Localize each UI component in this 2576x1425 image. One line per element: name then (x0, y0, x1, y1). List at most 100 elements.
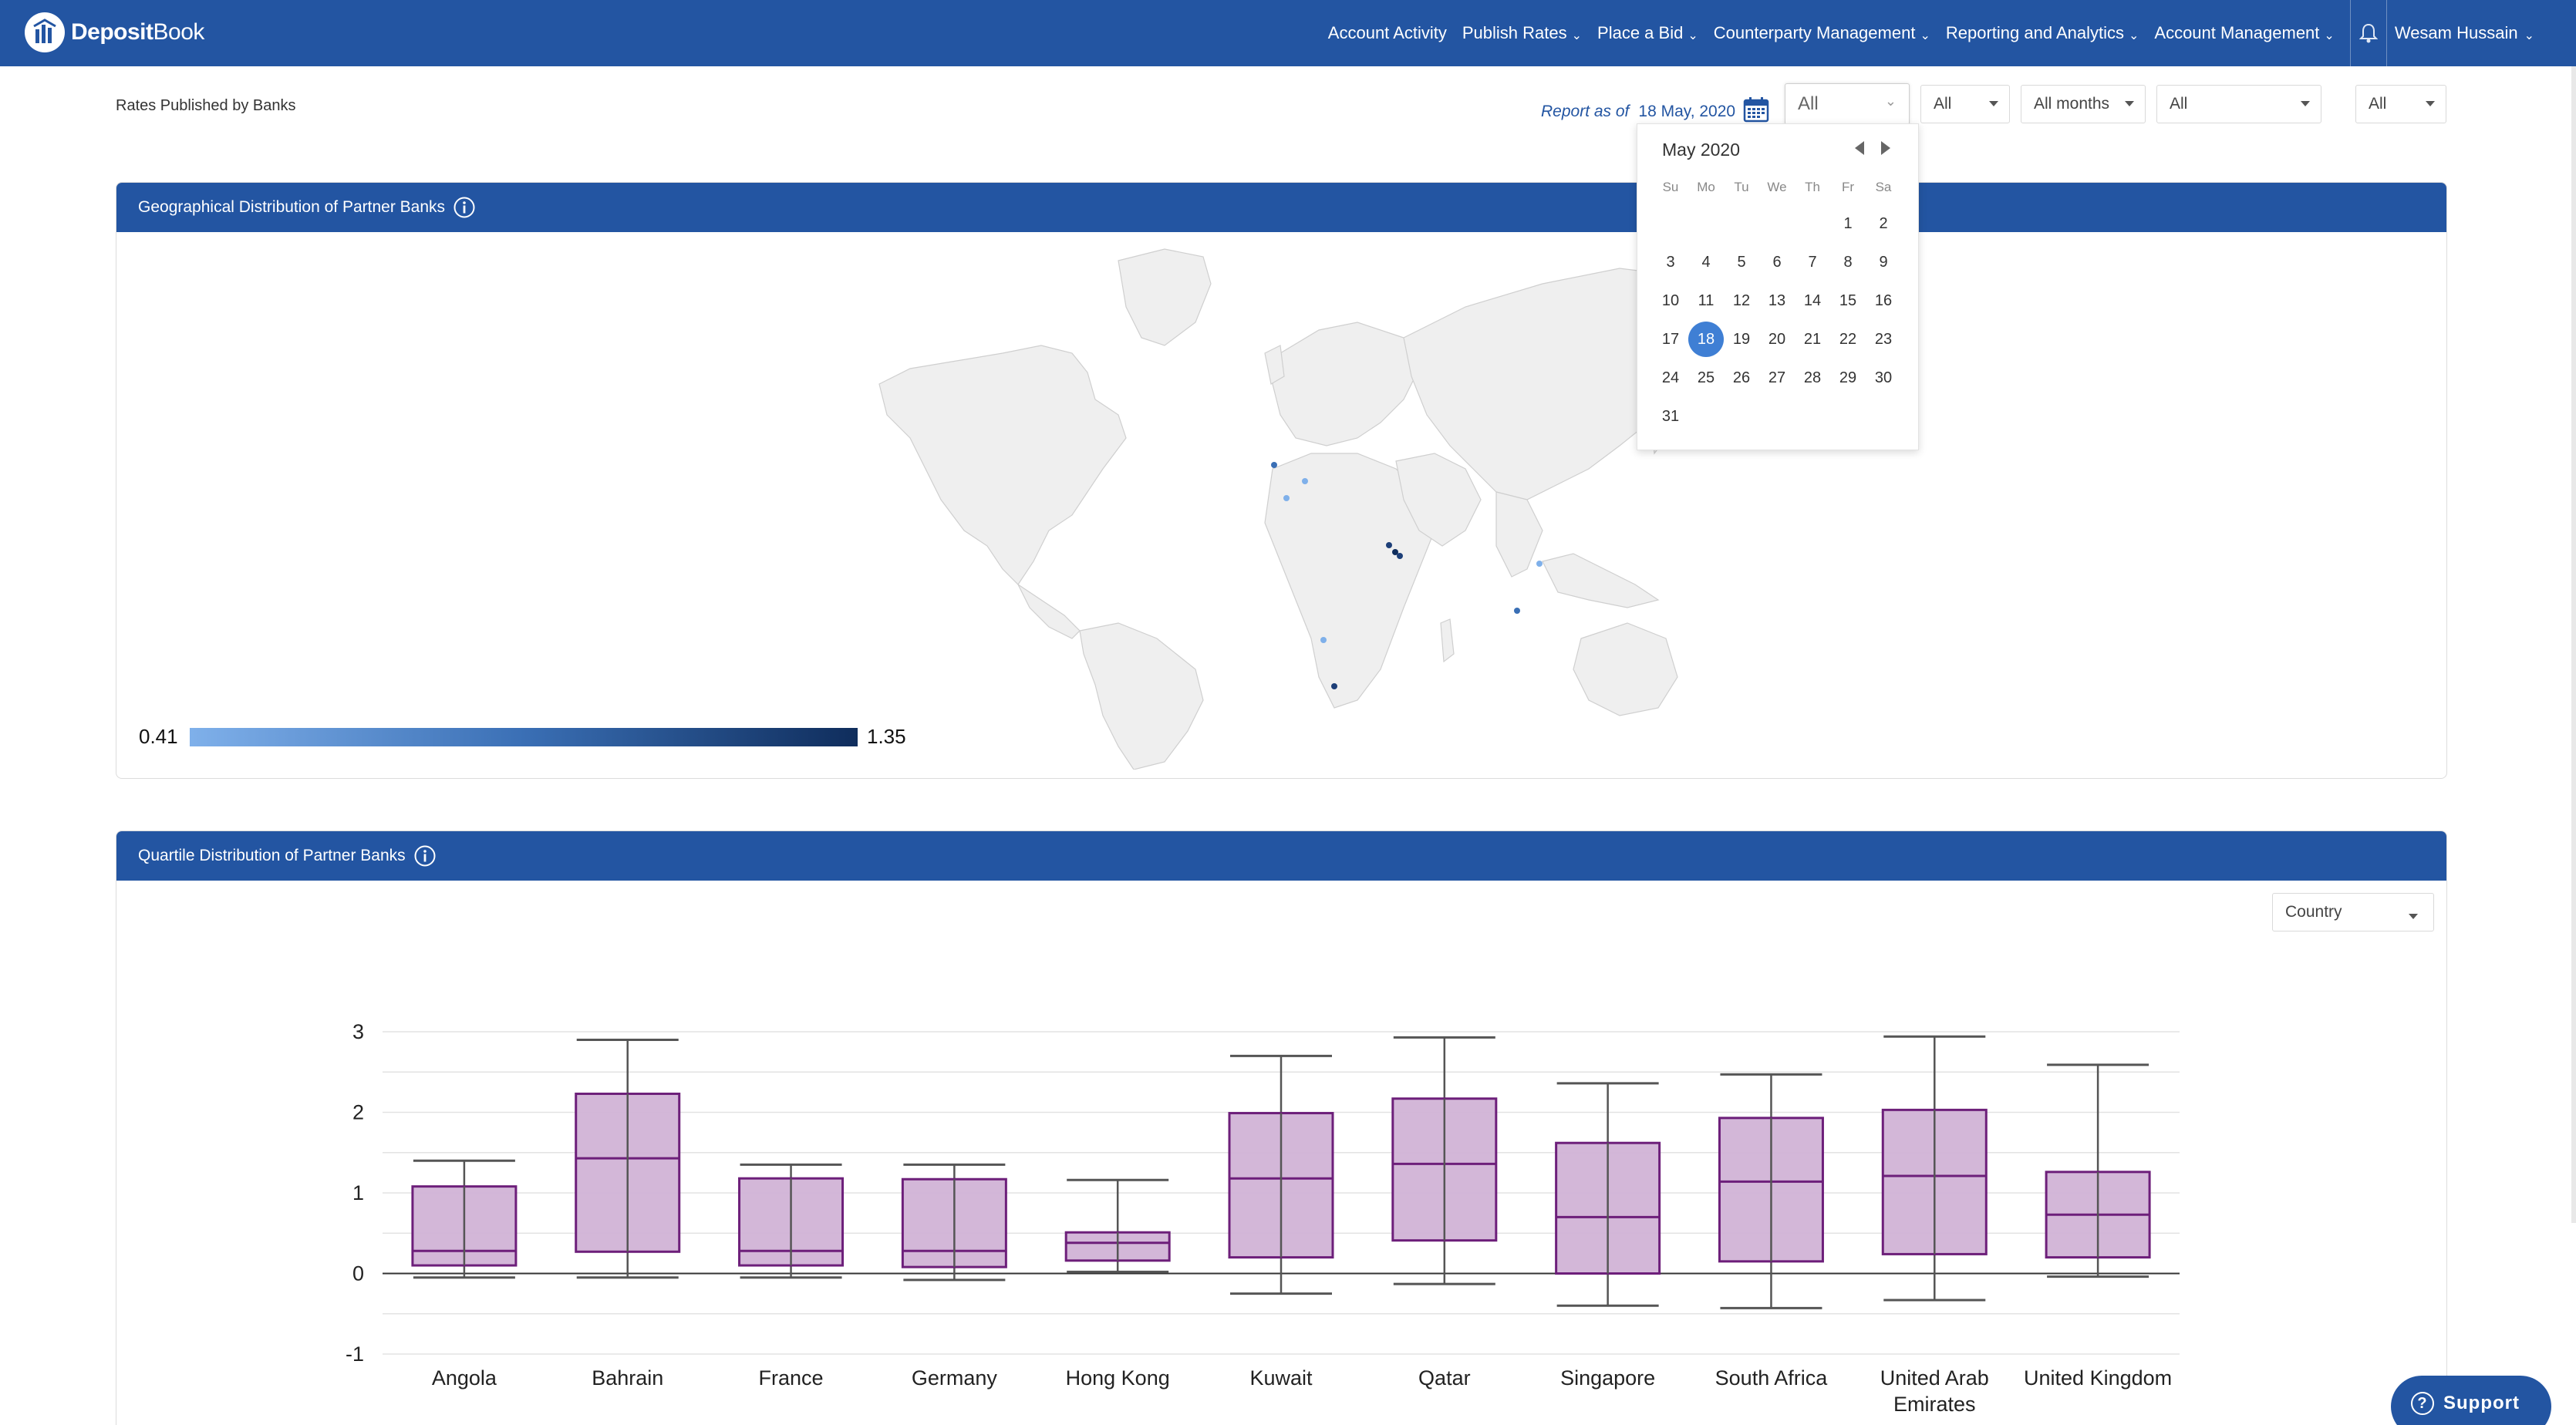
calendar-day[interactable]: 5 (1737, 254, 1746, 271)
report-date-value[interactable]: 18 May, 2020 (1638, 103, 1736, 120)
nav-account-activity[interactable]: Account Activity (1327, 23, 1447, 42)
next-month-icon[interactable] (1881, 141, 1890, 155)
caret-down-icon (1989, 101, 1998, 106)
calendar-day[interactable]: 26 (1732, 369, 1751, 386)
calendar-day[interactable]: 9 (1879, 254, 1888, 271)
top-nav-bar: DepositBook Account Activity Publish Rat… (0, 0, 2576, 66)
map-marker[interactable] (1392, 549, 1398, 555)
geo-panel-title: Geographical Distribution of Partner Ban… (138, 198, 446, 216)
filter-select-months[interactable]: All months (2021, 85, 2146, 123)
nav-counterparty-management[interactable]: Counterparty Management ⌄ (1713, 23, 1930, 42)
filter-select-4-value: All (2170, 95, 2188, 113)
calendar-day[interactable]: 1 (1843, 215, 1853, 232)
x-tick-label: Angola (432, 1366, 497, 1390)
color-scale-legend (190, 728, 858, 746)
calendar-day[interactable]: 27 (1768, 369, 1786, 386)
map-marker[interactable] (1320, 637, 1327, 643)
filter-select-2[interactable]: All (1920, 85, 2010, 123)
caret-down-icon (2426, 101, 2435, 106)
calendar-day[interactable]: 23 (1874, 331, 1893, 348)
calendar-day[interactable]: 21 (1803, 331, 1822, 348)
map-land (878, 248, 1681, 770)
calendar-dow: Th (1805, 180, 1820, 194)
y-tick-label: 0 (352, 1262, 364, 1285)
filter-select-1[interactable]: All ⌄ (1785, 83, 1910, 125)
info-icon[interactable] (413, 844, 437, 867)
calendar-day[interactable]: 6 (1772, 254, 1782, 271)
x-tick-label: Germany (912, 1366, 998, 1390)
calendar-day[interactable]: 19 (1732, 331, 1751, 348)
calendar-day[interactable]: 29 (1839, 369, 1857, 386)
chevron-down-icon: ⌄ (2324, 29, 2335, 42)
x-tick-label: France (759, 1366, 824, 1390)
chevron-down-icon: ⌄ (1920, 29, 1930, 42)
nav-place-a-bid[interactable]: Place a Bid ⌄ (1597, 23, 1698, 42)
user-menu[interactable]: Wesam Hussain ⌄ (2394, 23, 2534, 42)
filter-select-1-value: All (1798, 93, 1819, 114)
filter-select-5[interactable]: All (2355, 85, 2446, 123)
brand-logo[interactable]: DepositBook (25, 9, 204, 56)
filter-select-4[interactable]: All (2156, 85, 2321, 123)
calendar-day[interactable]: 4 (1701, 254, 1711, 271)
group-by-select[interactable]: Country (2272, 893, 2434, 931)
calendar-day[interactable]: 10 (1661, 292, 1680, 309)
x-tick-label: Singapore (1560, 1366, 1655, 1390)
calendar-day[interactable]: 7 (1808, 254, 1817, 271)
chevron-down-icon: ⌄ (2128, 29, 2139, 42)
world-map[interactable] (864, 238, 1681, 770)
notifications-bell-icon[interactable] (2349, 0, 2387, 66)
calendar-day[interactable]: 25 (1697, 369, 1715, 386)
page-title: Rates Published by Banks (116, 97, 296, 114)
calendar-day[interactable]: 17 (1661, 331, 1680, 348)
map-marker[interactable] (1302, 478, 1308, 484)
calendar-day[interactable]: 2 (1879, 215, 1888, 232)
calendar-day[interactable]: 20 (1768, 331, 1786, 348)
calendar-day[interactable]: 30 (1874, 369, 1893, 386)
calendar-icon[interactable] (1743, 96, 1769, 127)
calendar-day[interactable]: 16 (1874, 292, 1893, 309)
nav-publish-rates[interactable]: Publish Rates ⌄ (1462, 23, 1583, 42)
y-tick-label: 3 (352, 1020, 364, 1043)
map-marker[interactable] (1331, 683, 1337, 689)
geo-distribution-panel: Geographical Distribution of Partner Ban… (116, 182, 2447, 779)
chevron-down-icon: ⌄ (1688, 29, 1698, 42)
nav-account-management[interactable]: Account Management ⌄ (2154, 23, 2335, 42)
calendar-day-selected[interactable]: 18 (1688, 322, 1724, 357)
y-tick-label: 2 (352, 1101, 364, 1124)
map-marker[interactable] (1283, 495, 1290, 501)
support-label: Support (2443, 1393, 2520, 1413)
report-date-control[interactable]: Report as of 18 May, 2020 (1541, 96, 1769, 127)
calendar-dow: Fr (1841, 180, 1855, 194)
support-button[interactable]: ? Support (2391, 1376, 2551, 1425)
x-tick-label: Bahrain (592, 1366, 663, 1390)
calendar-day[interactable]: 22 (1839, 331, 1857, 348)
calendar-day[interactable]: 12 (1732, 292, 1751, 309)
filter-select-5-value: All (2369, 95, 2387, 113)
map-marker[interactable] (1397, 553, 1403, 559)
x-tick-label: United Kingdom (2024, 1366, 2172, 1390)
info-icon[interactable] (453, 196, 476, 219)
calendar-day[interactable]: 13 (1768, 292, 1786, 309)
quartile-boxplot-chart: 3 2 1 0 -1 Angola Bahrain France Germany Hong Kon… (346, 1020, 2180, 1416)
calendar-day[interactable]: 8 (1843, 254, 1853, 271)
legend-max-value: 1.35 (867, 725, 906, 748)
calendar-day[interactable]: 14 (1803, 292, 1822, 309)
map-marker[interactable] (1536, 561, 1543, 567)
calendar-day[interactable]: 31 (1661, 408, 1680, 425)
prev-month-icon[interactable] (1855, 141, 1864, 155)
quartile-panel-header: Quartile Distribution of Partner Banks (116, 831, 2446, 881)
calendar-day[interactable]: 3 (1666, 254, 1675, 271)
calendar-dow: Tu (1734, 180, 1749, 194)
help-icon: ? (2411, 1392, 2434, 1415)
nav-reporting-analytics[interactable]: Reporting and Analytics ⌄ (1945, 23, 2139, 42)
map-marker[interactable] (1386, 542, 1392, 548)
map-marker[interactable] (1514, 608, 1520, 614)
filter-select-months-value: All months (2034, 95, 2110, 113)
calendar-day[interactable]: 24 (1661, 369, 1680, 386)
calendar-day[interactable]: 15 (1839, 292, 1857, 309)
map-marker[interactable] (1271, 462, 1277, 468)
calendar-day[interactable]: 11 (1698, 292, 1715, 309)
page-scrollbar[interactable] (2571, 66, 2576, 1223)
calendar-day[interactable]: 28 (1803, 369, 1822, 386)
